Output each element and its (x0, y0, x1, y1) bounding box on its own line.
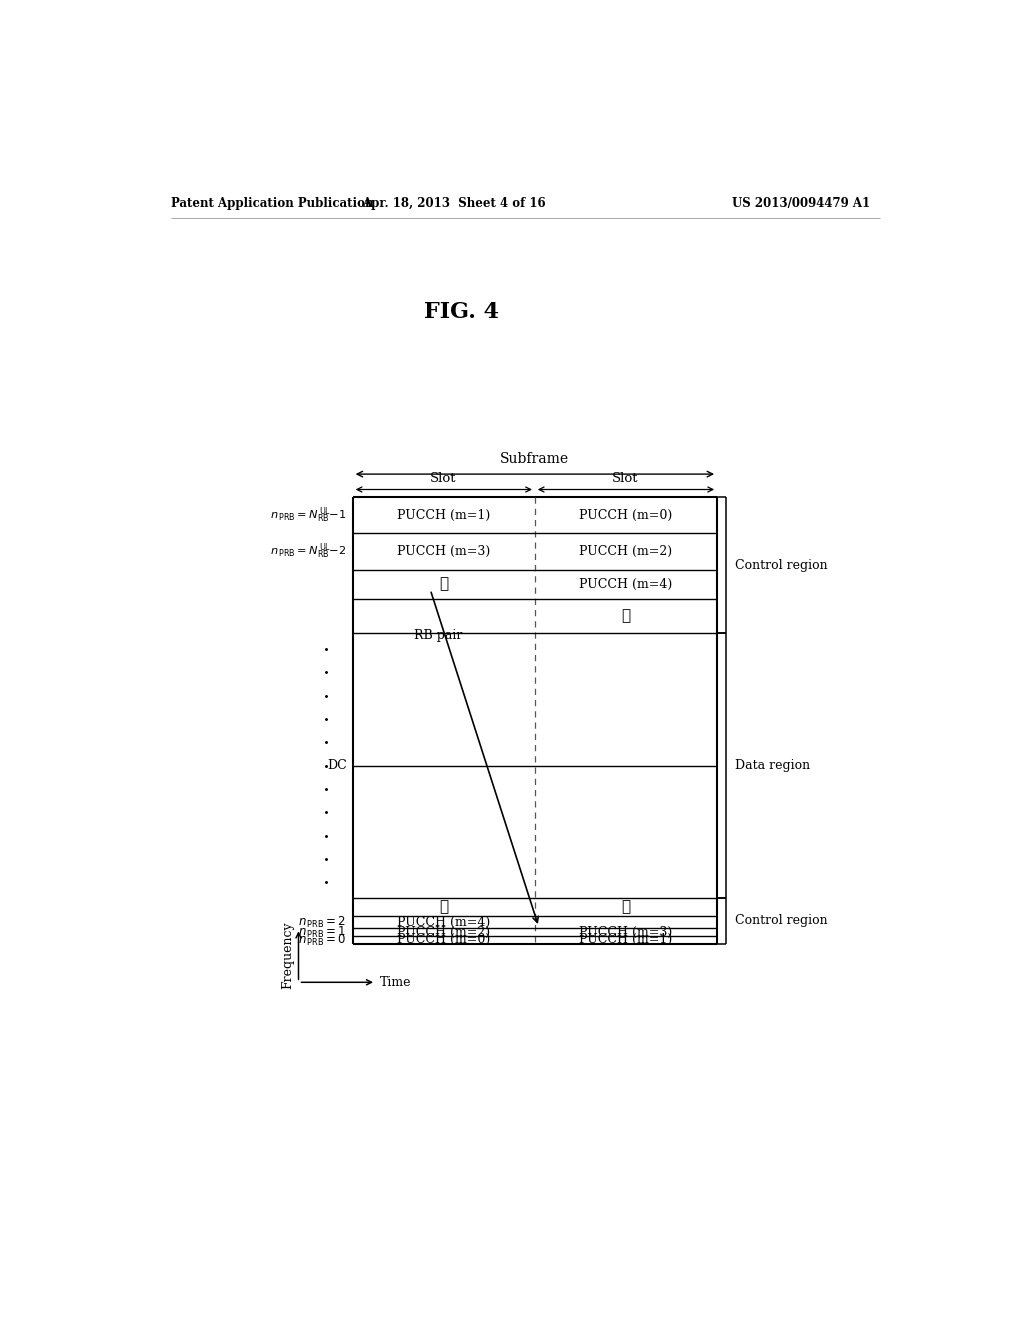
Text: DC: DC (327, 759, 346, 772)
Text: ⋮: ⋮ (621, 609, 630, 623)
Text: ⋮: ⋮ (621, 900, 630, 913)
Text: PUCCH (m=3): PUCCH (m=3) (579, 925, 672, 939)
Text: US 2013/0094479 A1: US 2013/0094479 A1 (732, 197, 870, 210)
Text: $n_{\,\mathrm{PRB}} = 0$: $n_{\,\mathrm{PRB}} = 0$ (298, 932, 346, 948)
Text: PUCCH (m=4): PUCCH (m=4) (397, 916, 490, 929)
Text: Slot: Slot (612, 473, 639, 486)
Text: PUCCH (m=1): PUCCH (m=1) (397, 508, 490, 521)
Text: $n_{\,\mathrm{PRB}} = 1$: $n_{\,\mathrm{PRB}} = 1$ (298, 925, 346, 940)
Text: PUCCH (m=3): PUCCH (m=3) (397, 545, 490, 558)
Text: RB pair: RB pair (414, 630, 462, 643)
Text: Control region: Control region (735, 915, 827, 927)
Text: PUCCH (m=2): PUCCH (m=2) (397, 925, 490, 939)
Text: Slot: Slot (430, 473, 457, 486)
Text: $n_{\,\mathrm{PRB}} = N^{\,\mathrm{UL}}_{\mathrm{RB}}\!\!-\!1$: $n_{\,\mathrm{PRB}} = N^{\,\mathrm{UL}}_… (270, 506, 346, 525)
Text: Time: Time (380, 975, 412, 989)
Text: FIG. 4: FIG. 4 (424, 301, 499, 323)
Text: Data region: Data region (735, 759, 810, 772)
Text: PUCCH (m=0): PUCCH (m=0) (579, 508, 672, 521)
Text: Apr. 18, 2013  Sheet 4 of 16: Apr. 18, 2013 Sheet 4 of 16 (361, 197, 546, 210)
Text: PUCCH (m=0): PUCCH (m=0) (397, 933, 490, 946)
Text: $n_{\,\mathrm{PRB}} = 2$: $n_{\,\mathrm{PRB}} = 2$ (298, 915, 346, 929)
Text: $n_{\,\mathrm{PRB}} = N^{\,\mathrm{UL}}_{\mathrm{RB}}\!\!-\!2$: $n_{\,\mathrm{PRB}} = N^{\,\mathrm{UL}}_… (270, 541, 346, 561)
Text: Frequency: Frequency (282, 921, 295, 989)
Text: ⋮: ⋮ (439, 900, 447, 913)
Text: ⋮: ⋮ (439, 577, 447, 591)
Text: Subframe: Subframe (501, 451, 569, 466)
Text: Control region: Control region (735, 558, 827, 572)
Text: Patent Application Publication: Patent Application Publication (171, 197, 373, 210)
Text: PUCCH (m=2): PUCCH (m=2) (579, 545, 672, 558)
Text: PUCCH (m=1): PUCCH (m=1) (579, 933, 672, 946)
Text: PUCCH (m=4): PUCCH (m=4) (579, 578, 672, 591)
